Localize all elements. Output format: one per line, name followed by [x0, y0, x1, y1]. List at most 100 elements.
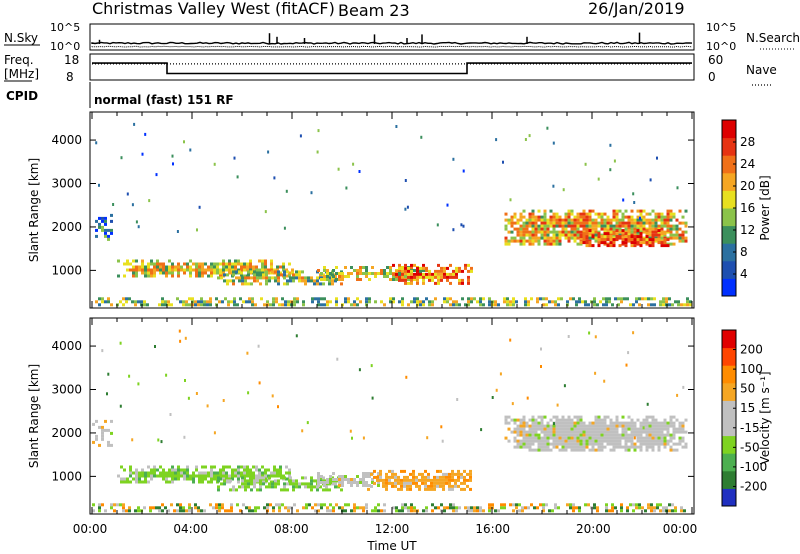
echo-cell	[276, 268, 279, 272]
echo-cell	[621, 215, 625, 219]
echo-cell	[545, 503, 548, 507]
echo-cell	[144, 471, 147, 475]
echo-cell	[543, 224, 547, 228]
echo-cell	[561, 445, 565, 449]
echo-cell	[287, 303, 290, 307]
echo-cell	[271, 482, 274, 486]
echo-cell	[507, 415, 511, 419]
echo-cell	[206, 303, 209, 307]
echo-cell	[200, 303, 203, 307]
echo-cell	[569, 503, 572, 507]
echo-cell	[659, 503, 662, 507]
echo-cell	[669, 233, 673, 237]
echo-cell	[519, 212, 523, 216]
echo-cell	[358, 170, 361, 173]
echo-cell	[615, 427, 619, 431]
echo-cell	[615, 439, 619, 443]
freq-tick-top-left: 18	[64, 53, 79, 67]
nsky-frame	[89, 23, 695, 51]
echo-cell	[596, 506, 599, 510]
echo-cell	[246, 351, 249, 355]
echo-cell	[246, 262, 249, 266]
echo-cell	[210, 265, 213, 269]
echo-cell	[534, 418, 538, 422]
echo-cell	[654, 230, 658, 234]
echo-cell	[570, 209, 574, 213]
echo-cell	[678, 236, 682, 240]
echo-cell	[391, 484, 394, 488]
echo-cell	[454, 478, 457, 482]
echo-cell	[407, 272, 410, 276]
echo-cell	[368, 475, 371, 478]
echo-cell	[672, 442, 676, 446]
echo-cell	[554, 506, 557, 510]
echo-cell	[618, 209, 622, 213]
echo-cell	[639, 235, 643, 239]
echo-cell	[161, 300, 164, 304]
echo-cell	[274, 276, 277, 280]
echo-cell	[243, 471, 246, 475]
echo-cell	[558, 424, 562, 428]
echo-cell	[425, 272, 428, 276]
echo-cell	[216, 271, 219, 275]
echo-cell	[582, 427, 586, 431]
echo-cell	[645, 430, 649, 434]
echo-cell	[225, 265, 228, 269]
echo-cell	[322, 273, 325, 277]
echo-cell	[564, 433, 568, 437]
echo-cell	[627, 238, 631, 242]
echo-cell	[561, 221, 565, 225]
echo-cell	[420, 135, 423, 139]
echo-cell	[615, 418, 619, 422]
echo-cell	[504, 218, 508, 222]
echo-cell	[237, 262, 240, 266]
echo-cell	[335, 300, 338, 304]
echo-cell	[617, 297, 620, 301]
echo-cell	[437, 278, 440, 282]
echo-cell	[241, 276, 244, 280]
echo-cell	[528, 445, 532, 449]
echo-cell	[579, 221, 583, 225]
echo-cell	[203, 509, 206, 513]
echo-cell	[582, 445, 586, 449]
echo-cell	[594, 371, 597, 375]
echo-cell	[633, 430, 637, 434]
echo-cell	[341, 278, 344, 281]
echo-cell	[570, 445, 574, 449]
echo-cell	[397, 481, 400, 485]
echo-cell	[516, 439, 520, 443]
echo-cell	[407, 269, 410, 273]
echo-cell	[264, 468, 267, 472]
echo-cell	[525, 221, 529, 225]
echo-cell	[237, 477, 240, 481]
echo-cell	[609, 218, 613, 222]
echo-cell	[651, 235, 655, 239]
echo-cell	[575, 300, 578, 304]
echo-cell	[304, 485, 307, 489]
echo-cell	[362, 475, 365, 478]
echo-cell	[107, 428, 110, 432]
echo-cell	[247, 391, 250, 395]
echo-cell	[570, 421, 574, 425]
echo-cell	[344, 503, 347, 507]
echo-cell	[388, 481, 391, 485]
echo-cell	[240, 274, 243, 278]
echo-cell	[350, 303, 353, 307]
echo-cell	[564, 227, 568, 231]
echo-cell	[295, 479, 298, 483]
echo-cell	[373, 469, 376, 473]
echo-cell	[597, 427, 601, 431]
echo-cell	[537, 230, 541, 234]
echo-cell	[238, 270, 241, 274]
echo-cell	[165, 477, 168, 481]
echo-cell	[248, 297, 251, 301]
echo-cell	[570, 221, 574, 225]
echo-cell	[525, 430, 529, 434]
echo-cell	[382, 481, 385, 485]
echo-cell	[374, 275, 377, 278]
echo-cell	[618, 433, 622, 437]
echo-cell	[430, 478, 433, 482]
echo-cell	[579, 424, 583, 428]
echo-cell	[180, 265, 183, 269]
velocity-y-ticks: 1000 2000 3000 4000	[51, 339, 694, 483]
